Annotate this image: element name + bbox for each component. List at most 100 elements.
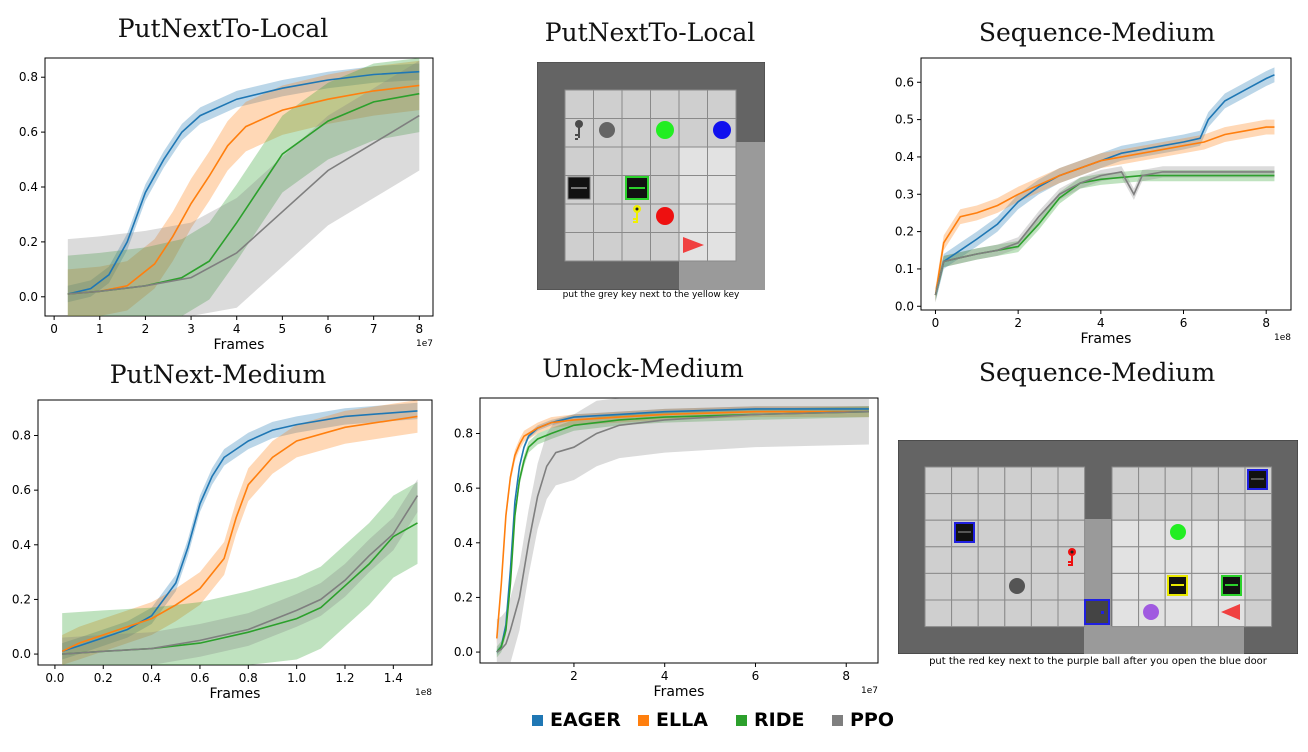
line-eager [61, 410, 418, 653]
grid-cell [1164, 599, 1193, 628]
y-tick-label: 0.4 [895, 150, 914, 164]
grid-cell [1004, 546, 1032, 574]
x-tick-label: 2 [142, 322, 150, 336]
legend-item-ella: ELLA [638, 709, 708, 731]
grid-cell [1030, 493, 1059, 521]
line-ppo [62, 495, 419, 655]
chart-title-unlock-medium: Unlock-Medium [542, 354, 744, 383]
grid-cell [1004, 519, 1032, 548]
band-ppo [496, 398, 869, 663]
grid-cell [650, 175, 680, 205]
y-tick-label: 0.0 [12, 647, 31, 661]
grid-cell [1217, 493, 1246, 521]
grey-key-icon [575, 120, 583, 140]
grid-cell [593, 89, 623, 119]
grid-cell [621, 146, 651, 176]
grid-cell [1191, 466, 1219, 495]
x-scale-label: 1e7 [861, 686, 878, 696]
grid-cell [1111, 466, 1140, 495]
x-tick-label: 0.0 [45, 671, 64, 685]
grid-cell [564, 232, 594, 262]
grid-cell [951, 599, 979, 628]
line-ride [496, 410, 869, 653]
grid-cell [977, 572, 1006, 601]
band-ride [67, 58, 420, 316]
x-tick-label: 8 [842, 669, 850, 683]
x-tick-label: 2 [1014, 316, 1022, 330]
grid-cell [1164, 466, 1193, 495]
legend-item-eager: EAGER [532, 709, 621, 731]
legend-swatch-ride [736, 714, 747, 726]
env-caption-sequence-medium: put the red key next to the purple ball … [929, 656, 1267, 667]
grid-cell [678, 89, 708, 119]
y-tick-label: 0.6 [19, 125, 38, 139]
line-ella [934, 126, 1275, 296]
x-tick-label: 0 [50, 322, 58, 336]
chart-putnextto-local: 0 1 2 3 4 5 6 7 8 0.0 0.2 0.4 0.6 0.8 Frames 1e7 [19, 57, 434, 353]
grid-cell [1057, 493, 1086, 521]
x-axis-label: Frames [1081, 331, 1132, 347]
grid-cell [951, 466, 979, 495]
grid-cell [1191, 493, 1219, 521]
legend-item-ppo: PPO [832, 709, 894, 731]
grid-cell [707, 203, 737, 233]
blue-box-icon [954, 522, 975, 543]
y-tick-label: 0.2 [19, 235, 38, 249]
grid-cell [707, 146, 737, 176]
legend-label-ella: ELLA [656, 709, 708, 731]
y-tick-label: 0.8 [12, 429, 31, 443]
grid-cell [707, 89, 737, 119]
chart-title-putnext-medium: PutNext-Medium [109, 360, 327, 389]
y-tick-label: 0.8 [454, 427, 473, 441]
grid-cell [1164, 493, 1193, 521]
grid-cell [1057, 599, 1086, 628]
grid-cell [1191, 572, 1219, 601]
grid-cell [924, 599, 953, 628]
grid-cell [1217, 466, 1246, 495]
legend: EAGER ELLA RIDE PPO [520, 709, 900, 735]
y-tick-label: 0.2 [12, 592, 31, 606]
chart-title-putnextto-local: PutNextTo-Local [117, 14, 329, 43]
grid-cell [1030, 466, 1059, 495]
x-tick-label: 1.4 [384, 671, 403, 685]
green-box-icon [1221, 575, 1242, 596]
grid-cell [1004, 493, 1032, 521]
grid-cell [678, 146, 708, 176]
grid-cell [977, 466, 1006, 495]
yellow-key-icon [633, 205, 641, 223]
grid-cell [951, 572, 979, 601]
y-tick-label: 0.4 [19, 180, 38, 194]
line-ppo [496, 410, 869, 653]
grid-cell [1138, 572, 1166, 601]
grid-cell [1191, 599, 1219, 628]
line-eager [67, 70, 420, 295]
grid-cell [1191, 519, 1219, 548]
grid-cell [1004, 599, 1032, 628]
line-ppo [67, 114, 420, 295]
grid-cell [1244, 493, 1273, 521]
y-tick-label: 0.1 [895, 262, 914, 276]
grid-cell [977, 599, 1006, 628]
x-tick-label: 1 [96, 322, 104, 336]
y-tick-label: 0.8 [19, 70, 38, 84]
grid-cell [678, 118, 708, 148]
x-axis-label: Frames [210, 686, 261, 702]
grid-cell [593, 232, 623, 262]
grid-cell [1217, 519, 1246, 548]
x-tick-label: 4 [661, 669, 669, 683]
y-tick-label: 0.6 [895, 75, 914, 89]
grid-cell [564, 146, 594, 176]
y-tick-label: 0.3 [895, 187, 914, 201]
y-tick-label: 0.6 [454, 481, 473, 495]
legend-label-eager: EAGER [550, 709, 621, 731]
x-tick-label: 3 [187, 322, 195, 336]
grid-cell [1111, 572, 1140, 601]
chart-unlock-medium: 2 4 6 8 0.0 0.2 0.4 0.6 0.8 Frames 1e7 [454, 397, 879, 700]
red-key-icon [1068, 548, 1076, 566]
grid-cell [1244, 599, 1273, 628]
grid-cell [1138, 546, 1166, 574]
line-ella [67, 84, 420, 295]
env-grid-putnextto-local [537, 62, 765, 290]
grid-cell [593, 146, 623, 176]
band-ppo [67, 60, 420, 316]
